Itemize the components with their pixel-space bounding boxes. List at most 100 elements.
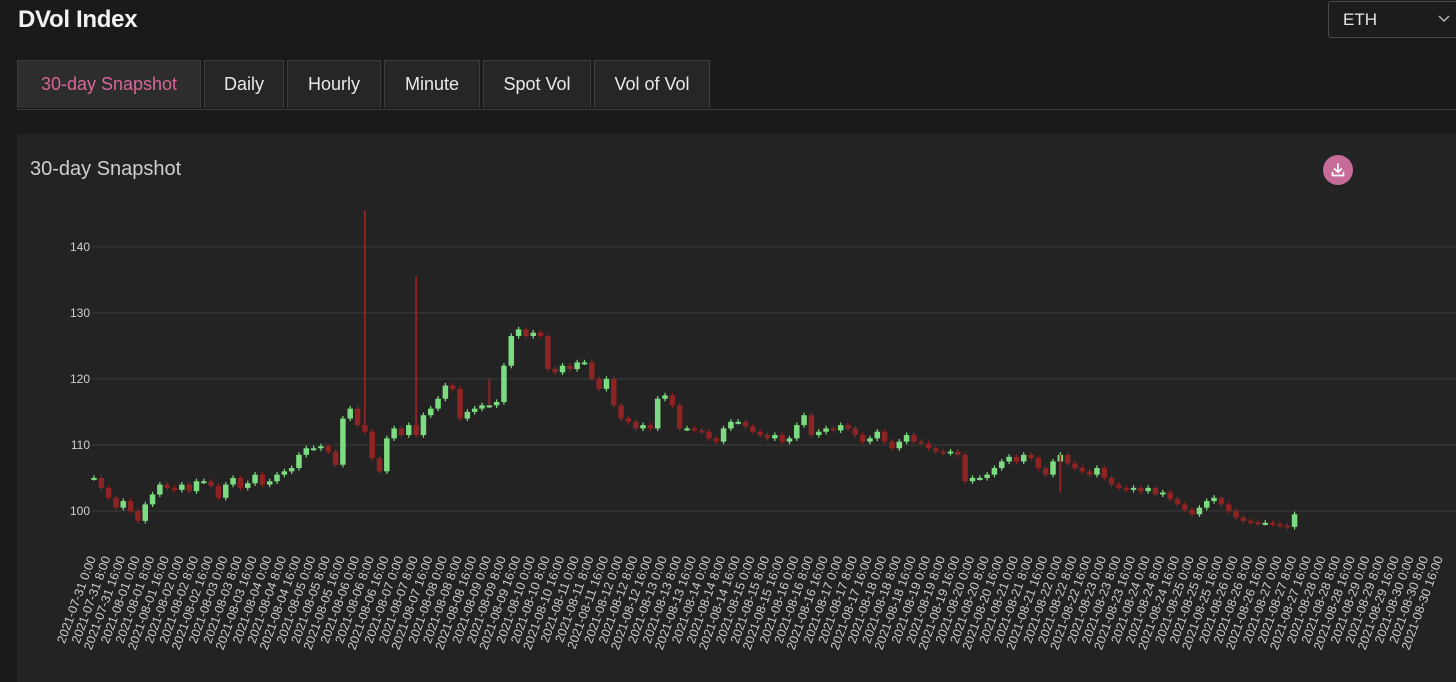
candle-body	[698, 430, 705, 433]
chevron-down-icon	[1438, 15, 1450, 22]
candle-body	[1116, 484, 1122, 488]
candle-body	[574, 362, 580, 369]
candle-body	[1094, 468, 1100, 475]
candle-body	[618, 405, 624, 419]
candle-body	[706, 431, 712, 439]
candle-body	[1189, 509, 1195, 515]
candle-body	[252, 474, 258, 484]
candle-body	[611, 378, 617, 406]
tab-hourly[interactable]: Hourly	[287, 60, 381, 108]
candle-body	[676, 405, 683, 429]
candle-body	[925, 443, 932, 449]
candle-body	[1072, 463, 1078, 469]
candle-body	[515, 329, 522, 336]
candle-body	[149, 494, 156, 505]
candle-body	[889, 441, 895, 449]
candle-body	[179, 484, 185, 490]
candle-body	[318, 446, 324, 449]
candle-body	[823, 428, 829, 432]
candle-body	[501, 365, 507, 403]
candle-body	[596, 378, 602, 389]
candle-body	[984, 474, 990, 478]
candle-body	[113, 497, 119, 508]
candle-body	[1050, 461, 1056, 475]
candle-body	[794, 425, 800, 439]
candle-body	[288, 468, 295, 472]
candle-body	[1284, 525, 1291, 528]
candle-body	[545, 335, 551, 369]
candle-body	[947, 451, 954, 454]
candle-body	[442, 385, 449, 399]
candle-body	[391, 428, 397, 439]
y-tick-label: 130	[70, 306, 90, 320]
candle-body	[479, 405, 485, 409]
candle-body	[808, 415, 815, 436]
candle-body	[1013, 456, 1020, 462]
candle-body	[881, 431, 888, 442]
download-button[interactable]	[1323, 155, 1353, 185]
candle-body	[1211, 497, 1217, 502]
candle-body	[223, 484, 229, 498]
candle-body	[508, 335, 515, 366]
candle-body	[347, 408, 353, 419]
candle-body	[647, 425, 654, 429]
candle-body	[244, 483, 251, 488]
candle-body	[691, 428, 698, 431]
candle-body	[259, 474, 266, 485]
tab-vol-of-vol[interactable]: Vol of Vol	[594, 60, 710, 108]
candle-body	[1277, 524, 1283, 527]
candle-body	[1101, 468, 1107, 478]
candle-body	[1262, 522, 1269, 525]
candle-body	[742, 421, 749, 427]
tab-30-day-snapshot[interactable]: 30-day Snapshot	[17, 60, 201, 108]
candle-body	[486, 405, 493, 408]
candle-body	[757, 431, 763, 436]
candle-body	[918, 441, 924, 444]
candle-body	[640, 425, 646, 429]
candle-body	[1196, 507, 1203, 515]
tab-spot-vol[interactable]: Spot Vol	[483, 60, 591, 108]
candle-body	[142, 504, 148, 521]
candle-body	[955, 451, 961, 455]
candle-body	[1240, 517, 1247, 521]
candle-body	[296, 454, 302, 469]
candle-body	[567, 365, 573, 369]
candle-body	[369, 431, 375, 459]
candle-body	[120, 501, 127, 508]
candle-body	[1160, 492, 1166, 495]
y-tick-label: 140	[70, 240, 90, 254]
candle-body	[398, 428, 405, 436]
candle-body	[669, 395, 676, 406]
candle-body	[91, 477, 97, 480]
candle-body	[537, 332, 544, 336]
candle-body	[530, 332, 536, 336]
y-tick-label: 110	[71, 438, 90, 452]
candle-body	[815, 431, 822, 436]
y-tick-label: 100	[70, 504, 90, 518]
tab-daily[interactable]: Daily	[204, 60, 284, 108]
candle-body	[325, 446, 332, 452]
candle-body	[581, 362, 588, 365]
candle-body	[303, 448, 310, 455]
candle-body	[1152, 487, 1159, 495]
candle-body	[1086, 471, 1093, 475]
candle-body	[332, 451, 339, 465]
candle-body	[552, 369, 558, 373]
asset-select[interactable]: ETH	[1328, 1, 1456, 38]
candle-body	[837, 425, 844, 431]
candle-body	[779, 435, 785, 442]
candle-body	[1108, 477, 1115, 485]
candle-body	[1247, 520, 1254, 523]
candle-body	[274, 474, 280, 482]
candle-body	[728, 421, 734, 429]
candle-body	[237, 477, 244, 488]
tab-minute[interactable]: Minute	[384, 60, 480, 108]
candle-body	[940, 451, 946, 454]
candle-body	[786, 438, 793, 442]
candle-body	[969, 477, 976, 482]
candle-body	[830, 428, 837, 431]
candle-body	[713, 438, 720, 442]
candle-body	[428, 408, 434, 416]
candle-body	[1167, 492, 1173, 500]
